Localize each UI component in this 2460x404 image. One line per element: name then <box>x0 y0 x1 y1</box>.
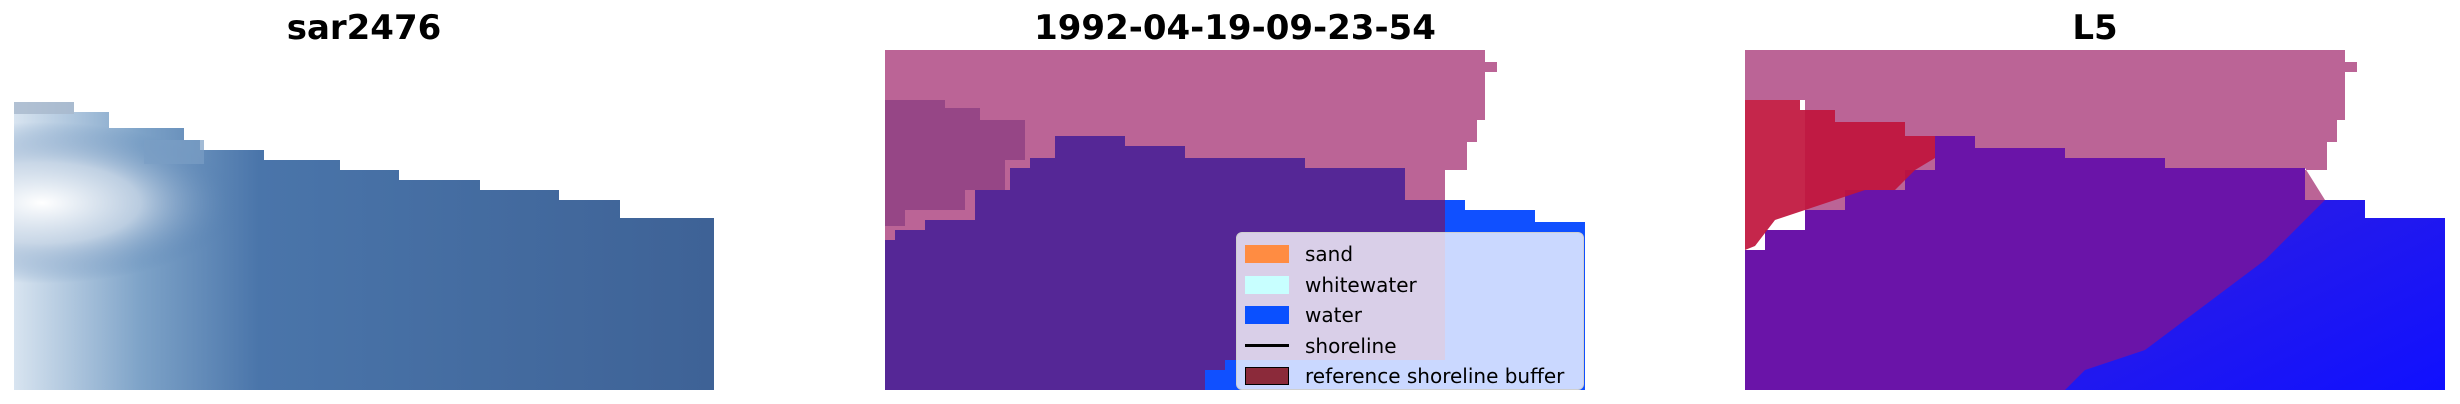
legend-swatch-water <box>1245 306 1289 325</box>
legend-item-shoreline: shoreline <box>1245 331 1575 362</box>
legend-swatch-reference-buffer <box>1245 367 1289 386</box>
panel-title-classification: 1992-04-19-09-23-54 <box>1034 8 1436 48</box>
class-buffer-region <box>885 50 1497 240</box>
prob-water-region <box>2065 200 2445 390</box>
legend: sand whitewater water shoreline referenc… <box>1236 232 1584 390</box>
legend-label: whitewater <box>1305 272 1417 297</box>
legend-label: shoreline <box>1305 333 1397 358</box>
legend-item-sand: sand <box>1245 239 1575 270</box>
image-whitewater-glow <box>14 102 714 390</box>
legend-line-shoreline <box>1245 344 1289 348</box>
satellite-image-panel <box>14 102 714 390</box>
legend-swatch-whitewater <box>1245 275 1289 294</box>
legend-item-reference-buffer: reference shoreline buffer <box>1245 361 1575 392</box>
legend-label: sand <box>1305 242 1354 267</box>
legend-item-whitewater: whitewater <box>1245 270 1575 301</box>
panel-title-image: sar2476 <box>286 8 442 48</box>
image-pixel-block <box>14 102 74 114</box>
probability-panel <box>1745 50 2445 390</box>
legend-item-water: water <box>1245 300 1575 331</box>
legend-label: reference shoreline buffer <box>1305 364 1565 389</box>
image-pixel-block <box>144 140 204 164</box>
panel-title-probability: L5 <box>2072 8 2118 48</box>
legend-label: water <box>1305 303 1362 328</box>
legend-swatch-sand <box>1245 245 1289 264</box>
class-dark-buffer <box>885 100 1025 226</box>
prob-red-region <box>1745 100 1935 250</box>
